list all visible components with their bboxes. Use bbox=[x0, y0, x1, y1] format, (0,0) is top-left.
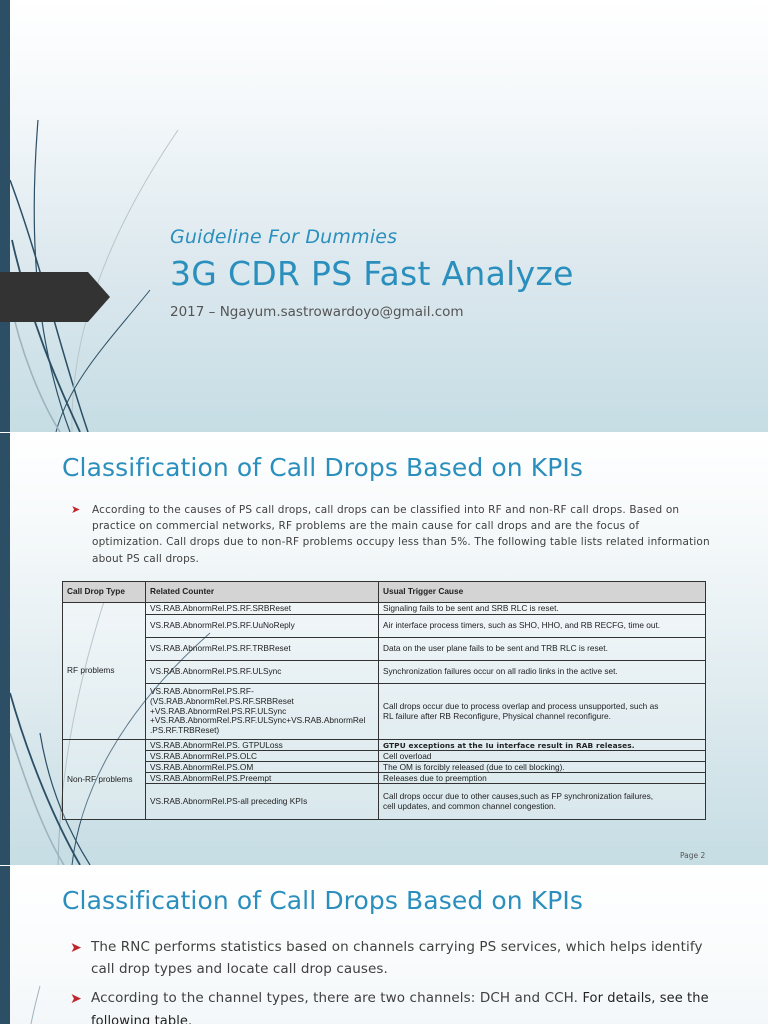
counter-cell: VS.RAB.AbnormRel.PS. GTPULoss bbox=[145, 739, 379, 751]
cause-line: cell updates, and common channel congest… bbox=[383, 800, 556, 811]
counter-cell: VS.RAB.AbnormRel.PS.OLC bbox=[145, 750, 379, 762]
cause-cell: Releases due to preemption bbox=[378, 772, 706, 784]
counter-cell: VS.RAB.AbnormRel.PS.RF.SRBReset bbox=[145, 602, 379, 615]
arrowhead-bullet-icon: ➤ bbox=[71, 503, 81, 516]
bullet-text: According to the channel types, there ar… bbox=[91, 990, 583, 1006]
page-number: Page 2 bbox=[680, 851, 706, 860]
table-row: VS.RAB.AbnormRel.PS.Preempt Releases due… bbox=[63, 772, 706, 784]
presentation-subtitle: Guideline For Dummies bbox=[170, 226, 398, 248]
cause-cell: The OM is forcibly released (due to cell… bbox=[378, 761, 706, 773]
bullet-paragraph: ➤ According to the channel types, there … bbox=[70, 987, 721, 1024]
classification-slide: Classification of Call Drops Based on KP… bbox=[0, 433, 768, 865]
counter-line: (VS.RAB.AbnormRel.PS.RF.SRBReset bbox=[150, 695, 294, 706]
table-row: VS.RAB.AbnormRel.PS-all preceding KPIs C… bbox=[63, 783, 706, 820]
left-accent-bar bbox=[0, 433, 10, 865]
counter-cell: VS.RAB.AbnormRel.PS.OM bbox=[145, 761, 379, 773]
group-label-non-rf: Non-RF problems bbox=[62, 739, 146, 820]
slide-title: Classification of Call Drops Based on KP… bbox=[62, 886, 583, 915]
counter-cell: VS.RAB.AbnormRel.PS.RF.ULSync bbox=[145, 660, 379, 684]
presentation-title: 3G CDR PS Fast Analyze bbox=[170, 254, 574, 293]
cause-cell: Synchronization failures occur on all ra… bbox=[378, 660, 706, 684]
table-row: Non-RF problems VS.RAB.AbnormRel.PS. GTP… bbox=[62, 739, 706, 820]
title-slide: Guideline For Dummies 3G CDR PS Fast Ana… bbox=[0, 0, 768, 432]
group-label-rf: RF problems bbox=[62, 602, 146, 740]
counter-cell: VS.RAB.AbnormRel.PS.Preempt bbox=[145, 772, 379, 784]
header-related-counter: Related Counter bbox=[145, 581, 379, 603]
counter-line: +VS.RAB.AbnormRel.PS.RF.ULSync+VS.RAB.Ab… bbox=[150, 715, 366, 726]
table-row: VS.RAB.AbnormRel.PS.OLC Cell overload bbox=[63, 750, 706, 762]
slide-title: Classification of Call Drops Based on KP… bbox=[62, 453, 583, 482]
bullet-paragraph: ➤ According to the causes of PS call dro… bbox=[71, 502, 712, 567]
table-row: RF problems VS.RAB.AbnormRel.PS.RF.SRBRe… bbox=[62, 602, 706, 740]
left-accent-bar bbox=[0, 866, 10, 1024]
bullet-strong-text: For details, see the following table. bbox=[91, 991, 709, 1024]
cause-cell: Signaling fails to be sent and SRB RLC i… bbox=[378, 602, 706, 615]
header-call-drop-type: Call Drop Type bbox=[62, 581, 146, 603]
table-row: VS.RAB.AbnormRel.PS.RF.TRBReset Data on … bbox=[63, 637, 706, 661]
cause-line: Call drops occur due to other causes,suc… bbox=[383, 790, 654, 801]
left-accent-bar bbox=[0, 0, 10, 432]
table-row: VS.RAB.AbnormRel.PS.RF.ULSync Synchroniz… bbox=[63, 660, 706, 684]
cause-cell: Cell overload bbox=[378, 750, 706, 762]
bullet-text: According to the causes of PS call drops… bbox=[92, 504, 710, 565]
counter-cell: VS.RAB.AbnormRel.PS-all preceding KPIs bbox=[145, 783, 379, 820]
cause-line: RL failure after RB Reconfigure, Physica… bbox=[383, 710, 611, 721]
table-row: VS.RAB.AbnormRel.PS.RF.UuNoReply Air int… bbox=[63, 614, 706, 638]
arrow-tab-shape bbox=[0, 272, 110, 322]
bullet-paragraph: ➤ The RNC performs statistics based on c… bbox=[70, 936, 721, 980]
counter-cell: VS.RAB.AbnormRel.PS.RF- (VS.RAB.AbnormRe… bbox=[145, 683, 379, 740]
call-drop-kpi-table: Call Drop Type Related Counter Usual Tri… bbox=[62, 581, 706, 820]
classification-slide-continued: Classification of Call Drops Based on KP… bbox=[0, 866, 768, 1024]
cause-cell: Call drops occur due to other causes,suc… bbox=[378, 783, 706, 820]
cause-cell: Call drops occur due to process overlap … bbox=[378, 683, 706, 740]
decorative-curves-icon bbox=[9, 119, 179, 432]
table-row: VS.RAB.AbnormRel.PS.OM The OM is forcibl… bbox=[63, 761, 706, 773]
bullet-text: The RNC performs statistics based on cha… bbox=[91, 939, 703, 977]
author-byline: 2017 – Ngayum.sastrowardoyo@gmail.com bbox=[170, 304, 464, 320]
table-header-row: Call Drop Type Related Counter Usual Tri… bbox=[62, 581, 706, 603]
counter-line: .PS.RF.TRBReset) bbox=[150, 725, 220, 736]
cause-cell: Data on the user plane fails to be sent … bbox=[378, 637, 706, 661]
counter-cell: VS.RAB.AbnormRel.PS.RF.TRBReset bbox=[145, 637, 379, 661]
cause-line: Call drops occur due to process overlap … bbox=[383, 700, 659, 711]
arrowhead-bullet-icon: ➤ bbox=[70, 991, 82, 1007]
header-trigger-cause: Usual Trigger Cause bbox=[378, 581, 706, 603]
counter-line: +VS.RAB.AbnormRel.PS.RF.ULSync bbox=[150, 705, 287, 716]
counter-cell: VS.RAB.AbnormRel.PS.RF.UuNoReply bbox=[145, 614, 379, 638]
cause-cell: GTPU exceptions at the Iu interface resu… bbox=[378, 739, 706, 751]
arrowhead-bullet-icon: ➤ bbox=[70, 940, 82, 956]
table-row: VS.RAB.AbnormRel.PS.RF- (VS.RAB.AbnormRe… bbox=[63, 683, 706, 740]
counter-line: VS.RAB.AbnormRel.PS.RF- bbox=[150, 686, 254, 696]
cause-cell: Air interface process timers, such as SH… bbox=[378, 614, 706, 638]
